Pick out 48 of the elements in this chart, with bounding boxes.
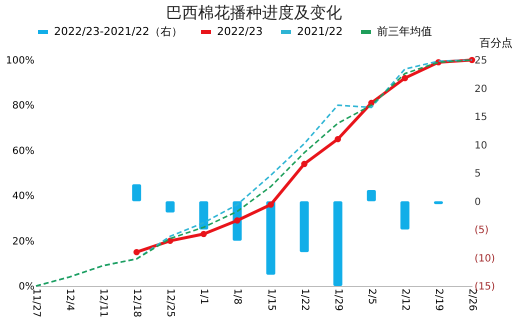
legend-label: 前三年均值: [377, 25, 432, 38]
point: [133, 248, 140, 256]
y2-tick-label: (15): [474, 282, 496, 292]
y2-tick-label: 0: [474, 196, 481, 208]
y2-tick-label: 25: [474, 56, 488, 66]
y2-tick-label: 15: [474, 112, 488, 123]
legend-label: 2022/23-2021/22（右）: [54, 25, 182, 38]
y2-tick-label: 5: [474, 168, 481, 180]
bar: [366, 190, 376, 202]
bar: [132, 184, 142, 202]
bar: [400, 201, 410, 230]
y2-tick-label: 20: [474, 84, 488, 95]
point: [200, 230, 207, 238]
legend-label: 2022/23: [217, 25, 263, 38]
bar: [266, 201, 276, 275]
x-tick-label: 1/1: [198, 288, 210, 305]
x-tick-label: 1/22: [298, 288, 310, 311]
x-tick-label: 12/18: [131, 288, 142, 318]
x-tick-label: 12/25: [164, 288, 176, 318]
point: [402, 74, 408, 82]
point: [301, 160, 308, 168]
point: [234, 217, 240, 224]
y-tick-label: 100%: [6, 56, 34, 66]
x-tick-label: 12/11: [98, 288, 109, 318]
bar: [199, 201, 208, 230]
x-tick-label: 1/8: [232, 288, 243, 305]
x-tick-label: 1/15: [265, 288, 276, 311]
x-tick-label: 12/4: [64, 288, 76, 311]
y-tick-label: 40%: [12, 191, 34, 202]
y-tick-label: 20%: [12, 236, 34, 248]
y2-tick-label: 10: [474, 140, 488, 152]
chart-title: 巴西棉花播种进度及变化: [166, 3, 342, 22]
x-tick-label: 2/26: [466, 288, 478, 311]
y2-tick-label: (5): [474, 225, 489, 236]
y2-tick-label: (10): [474, 253, 496, 264]
bar: [166, 201, 175, 213]
x-tick-label: 2/12: [399, 288, 410, 311]
x-tick-label: 1/29: [332, 288, 344, 311]
legend-label: 2021/22: [297, 25, 343, 38]
y-tick-label: 60%: [12, 146, 34, 157]
bar: [300, 201, 309, 252]
point: [268, 201, 274, 208]
point: [334, 136, 342, 142]
x-tick-label: 2/19: [432, 288, 444, 311]
y-tick-label: 80%: [12, 100, 34, 112]
y2-axis-title: 百分点: [480, 36, 512, 50]
x-tick-label: 2/5: [366, 288, 377, 305]
bar: [333, 201, 342, 286]
